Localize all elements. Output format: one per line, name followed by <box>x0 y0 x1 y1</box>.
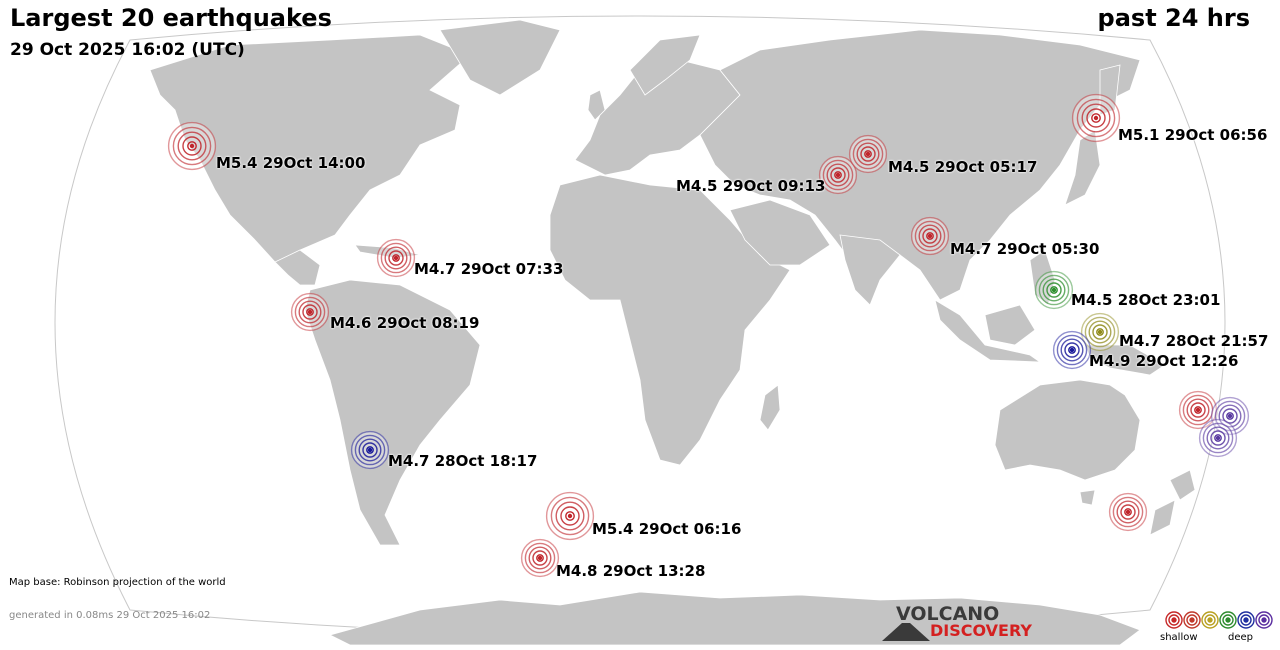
earthquake-rings-icon <box>910 216 950 256</box>
earthquake-label: M4.8 29Oct 13:28 <box>556 562 706 580</box>
earthquake-rings-icon <box>818 155 858 195</box>
earthquake-rings-icon <box>1108 492 1148 532</box>
land-south-america <box>304 279 481 546</box>
earthquake-rings-icon <box>350 430 390 470</box>
land-madagascar <box>759 384 781 431</box>
earthquake-label: M4.5 29Oct 05:17 <box>888 158 1038 176</box>
earthquake-rings-icon <box>1034 270 1074 310</box>
legend-depth-ring-icon <box>1237 611 1255 629</box>
land-arabia <box>729 199 831 266</box>
volcano-icon <box>882 623 930 641</box>
earthquake-label: M5.4 29Oct 14:00 <box>216 154 366 172</box>
time-period: past 24 hrs <box>1097 4 1250 32</box>
depth-legend-rings <box>1165 611 1273 629</box>
land-india <box>839 234 901 306</box>
legend-shallow-label: shallow <box>1160 632 1198 643</box>
land-new-zealand <box>1149 469 1196 536</box>
map-datetime: 29 Oct 2025 16:02 (UTC) <box>10 40 245 60</box>
volcano-discovery-logo[interactable]: VOLCANO DISCOVERY <box>880 603 1033 641</box>
earthquake-label: M4.7 28Oct 18:17 <box>388 452 538 470</box>
map-title: Largest 20 earthquakes <box>10 4 332 32</box>
land-antarctica <box>328 591 1141 646</box>
land-new-guinea <box>1084 344 1166 376</box>
land-central-america <box>274 249 321 286</box>
earthquake-label: M5.4 29Oct 06:16 <box>592 520 742 538</box>
depth-legend: shallow deep <box>1160 608 1278 648</box>
land-sumatra-java <box>934 299 1042 363</box>
earthquake-rings-icon <box>1198 418 1238 458</box>
earthquake-label: M4.7 29Oct 05:30 <box>950 240 1100 258</box>
land-scandinavia <box>629 34 701 96</box>
legend-depth-ring-icon <box>1201 611 1219 629</box>
land-asia <box>699 29 1141 301</box>
earthquake-rings-icon <box>1052 330 1092 370</box>
earthquake-rings-icon <box>1210 396 1250 436</box>
legend-depth-ring-icon <box>1165 611 1183 629</box>
land-greenland <box>439 19 561 96</box>
map-base-note: Map base: Robinson projection of the wor… <box>9 577 226 588</box>
logo-line1: VOLCANO <box>896 603 1000 625</box>
land-borneo <box>984 304 1036 346</box>
legend-deep-label: deep <box>1228 632 1253 643</box>
land-uk <box>587 89 606 121</box>
earthquake-label: M4.5 28Oct 23:01 <box>1071 291 1221 309</box>
land-japan <box>1064 129 1101 206</box>
earthquake-label: M4.9 29Oct 12:26 <box>1089 352 1239 370</box>
earthquake-label: M4.5 29Oct 09:13 <box>676 177 826 195</box>
earthquake-rings-icon <box>545 491 595 541</box>
earthquake-rings-icon <box>167 121 217 171</box>
land-africa <box>549 174 791 466</box>
legend-depth-ring-icon <box>1183 611 1201 629</box>
land-tasmania <box>1079 489 1096 506</box>
earthquake-rings-icon <box>1080 312 1120 352</box>
earthquake-rings-icon <box>520 538 560 578</box>
legend-depth-ring-icon <box>1219 611 1237 629</box>
earthquake-label: M4.7 28Oct 21:57 <box>1119 332 1269 350</box>
logo-line2: DISCOVERY <box>930 621 1033 640</box>
land-australia <box>994 379 1141 481</box>
earthquake-rings-icon <box>848 134 888 174</box>
earthquake-label: M4.7 29Oct 07:33 <box>414 260 564 278</box>
earthquake-rings-icon <box>1178 390 1218 430</box>
earthquake-rings-icon <box>376 238 416 278</box>
earthquake-rings-icon <box>290 292 330 332</box>
legend-depth-ring-icon <box>1255 611 1273 629</box>
earthquake-label: M4.6 29Oct 08:19 <box>330 314 480 332</box>
earthquake-rings-icon <box>1071 93 1121 143</box>
earthquake-label: M5.1 29Oct 06:56 <box>1118 126 1268 144</box>
generated-note: generated in 0.08ms 29 Oct 2025 16:02 <box>9 610 211 621</box>
